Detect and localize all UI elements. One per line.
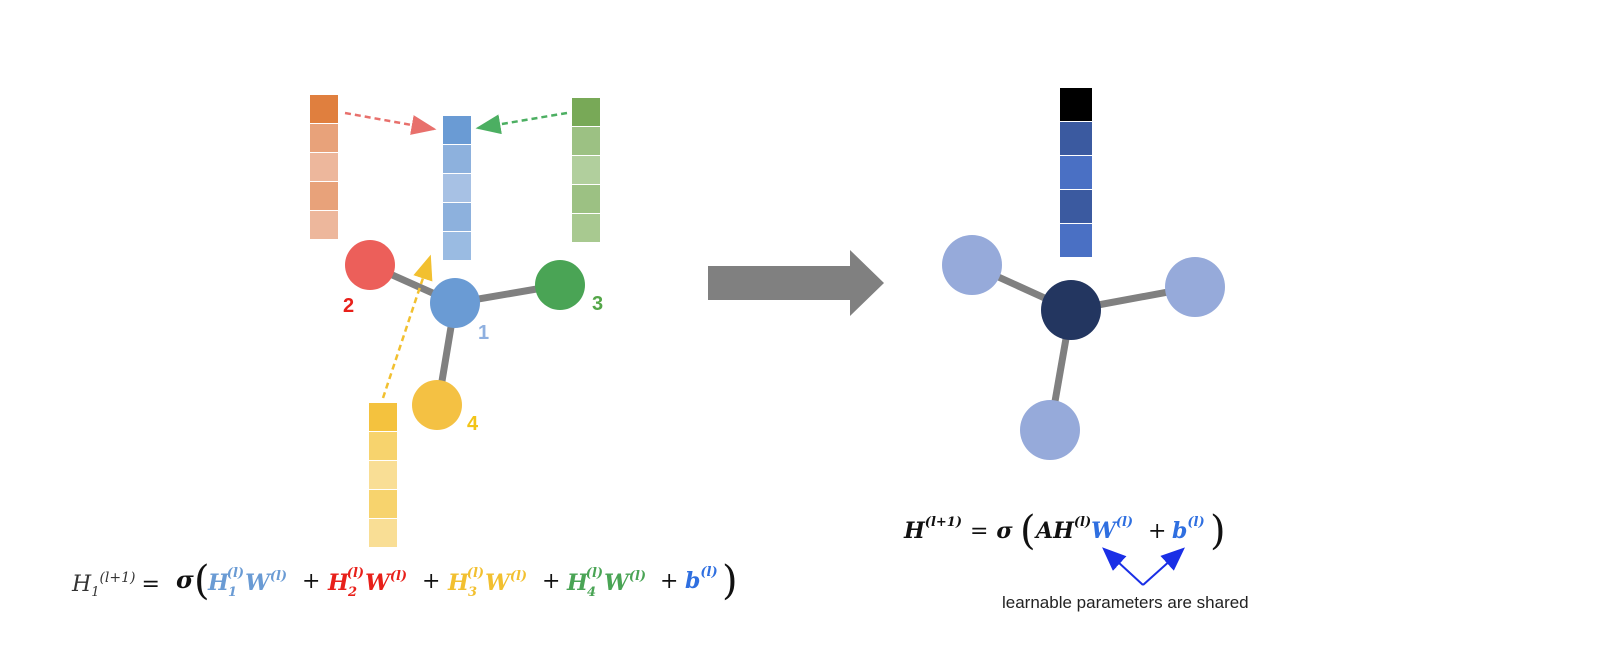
vector-node-2-cell-2 — [310, 124, 338, 152]
vector-node-4-cell-1 — [369, 403, 397, 431]
message-arrow-from-4 — [381, 254, 433, 399]
svg-text:(: ( — [1020, 508, 1036, 554]
eq-right-b: b — [1172, 518, 1187, 544]
output-vector-cell-2 — [1060, 122, 1092, 155]
right-graph — [942, 88, 1225, 460]
output-vector-cell-5 — [1060, 224, 1092, 257]
vector-node-3-cell-5 — [572, 214, 600, 242]
vector-node-4-cell-3 — [369, 461, 397, 489]
left-equation: H1(l+1) = σ ( H(l) 1 W(l) + H(l) 2 W(l) + H(l… — [71, 558, 738, 604]
vector-node-1-cell-4 — [443, 203, 471, 231]
vector-node-4-cell-5 — [369, 519, 397, 547]
output-feature-vector — [1060, 88, 1092, 257]
vector-node-3-cell-1 — [572, 98, 600, 126]
output-vector-cell-4 — [1060, 190, 1092, 223]
svg-text:AH(l)W(l): AH(l)W(l) — [1034, 515, 1133, 544]
eq-right-lhs: H — [903, 518, 926, 544]
neighbor-node-right — [1165, 257, 1225, 317]
vector-node-2-cell-1 — [310, 95, 338, 123]
left-graph: 1 2 3 4 — [310, 95, 603, 547]
vector-node-1-cell-3 — [443, 174, 471, 202]
vector-node-2-cell-4 — [310, 182, 338, 210]
eq-term-1: H(l) 1 W(l) — [207, 566, 287, 600]
eq-left-close-paren: ) — [722, 558, 738, 604]
node-label-2: 2 — [343, 295, 354, 317]
vector-node-2-cell-5 — [310, 211, 338, 239]
neighbor-node-bottom — [1020, 400, 1080, 460]
svg-text:b(l): b(l) — [1172, 515, 1205, 544]
output-vector-cell-3 — [1060, 156, 1092, 189]
eq-term-4: H(l) 4 W(l) — [566, 566, 646, 600]
svg-text:+: + — [1148, 519, 1166, 544]
right-equation: H(l+1) = σ ( AH(l)W(l) + b(l) ) learnable … — [903, 508, 1249, 612]
feature-vector-node-4 — [369, 403, 397, 547]
node-2 — [345, 240, 395, 290]
transition-arrow — [708, 250, 884, 316]
vector-node-1-cell-5 — [443, 232, 471, 260]
node-4 — [412, 380, 462, 430]
eq-term-3: H(l) 3 W(l) — [447, 566, 527, 600]
svg-text:+: + — [422, 569, 440, 594]
vector-node-3-cell-4 — [572, 185, 600, 213]
shared-arrow-to-b — [1142, 547, 1185, 586]
svg-text:H1(l+1)=: H1(l+1) = — [71, 570, 160, 600]
svg-text:): ) — [1210, 508, 1226, 554]
vector-node-4-cell-4 — [369, 490, 397, 518]
center-node — [1041, 280, 1101, 340]
eq-right-A: A — [1034, 518, 1053, 544]
node-label-4: 4 — [467, 413, 479, 435]
feature-vector-node-2 — [310, 95, 338, 239]
eq-left-sigma: σ — [176, 565, 194, 594]
shared-parameters-note: learnable parameters are shared — [1002, 593, 1249, 612]
node-label-1: 1 — [478, 322, 489, 344]
vector-node-2-cell-3 — [310, 153, 338, 181]
node-1 — [430, 278, 480, 328]
vector-node-1-cell-2 — [443, 145, 471, 173]
output-vector-cell-1 — [1060, 88, 1092, 121]
svg-text:+: + — [660, 569, 678, 594]
vector-node-4-cell-2 — [369, 432, 397, 460]
eq-left-bias: b(l) — [685, 565, 718, 594]
message-arrow-from-3 — [475, 111, 568, 135]
message-arrow-from-2 — [344, 111, 437, 135]
neighbor-node-left — [942, 235, 1002, 295]
eq-term-2: H(l) 2 W(l) — [327, 566, 407, 600]
eq-left-open-paren: ( — [194, 558, 210, 604]
node-3 — [535, 260, 585, 310]
shared-arrow-to-W — [1102, 547, 1144, 586]
eq-left-lhs: H — [71, 572, 92, 597]
svg-text:+: + — [302, 569, 320, 594]
feature-vector-node-1 — [443, 116, 471, 260]
svg-text:H(l+1)=σ: H(l+1) = σ — [903, 515, 1013, 544]
svg-text:+: + — [542, 569, 560, 594]
node-label-3: 3 — [592, 293, 603, 315]
vector-node-1-cell-1 — [443, 116, 471, 144]
vector-node-3-cell-2 — [572, 127, 600, 155]
feature-vector-node-3 — [572, 98, 600, 242]
vector-node-3-cell-3 — [572, 156, 600, 184]
eq-right-W: W — [1091, 518, 1118, 544]
